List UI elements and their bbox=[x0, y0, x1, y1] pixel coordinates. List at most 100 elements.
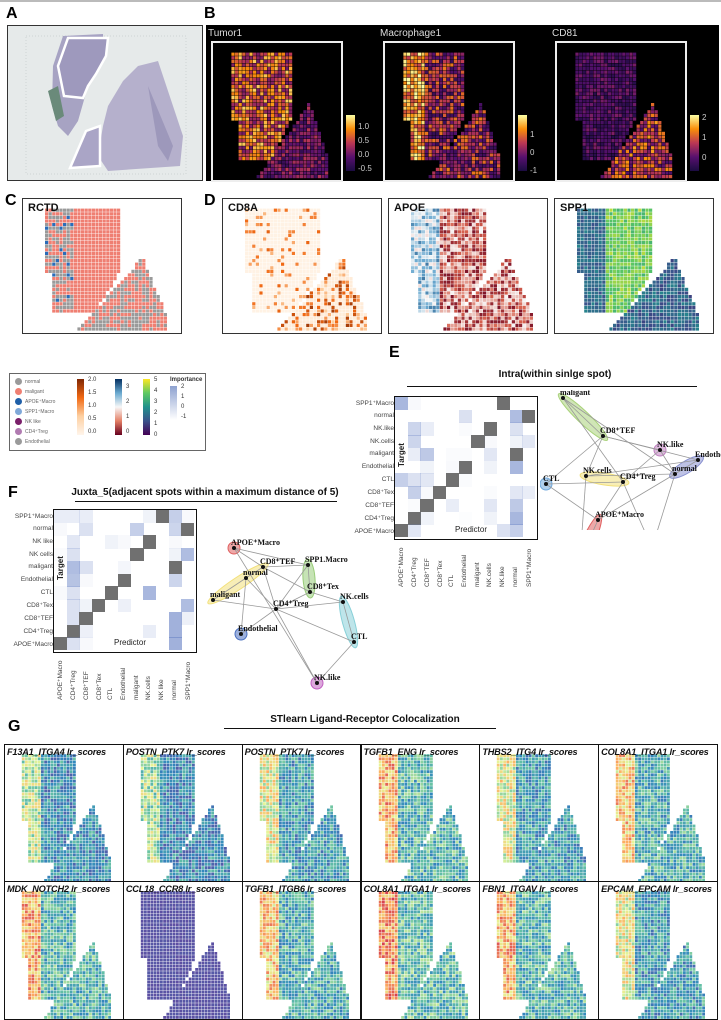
juxta-title: Juxta_5(adjacent spots within a maximum … bbox=[60, 487, 350, 498]
cd81-title: CD81 bbox=[552, 28, 578, 39]
heatmap-col-label: CD4⁺Treg bbox=[69, 670, 77, 700]
stlearn-title: STlearn Ligand-Receptor Colocalization bbox=[220, 714, 510, 725]
intra-network: maligantCD8⁺TEFNK.likeEndothelialnormalN… bbox=[540, 390, 721, 530]
legend-tick: 1 bbox=[154, 421, 157, 427]
network-edge bbox=[310, 592, 343, 602]
viridis-colorbar bbox=[143, 379, 150, 435]
heatmap-cell bbox=[79, 510, 92, 523]
heatmap-cell bbox=[484, 422, 497, 435]
lr-score-plot: EPCAM_EPCAM lr_scores bbox=[598, 881, 718, 1020]
heatmap-cell bbox=[446, 410, 459, 423]
heatmap-cell bbox=[522, 473, 535, 486]
heatmap-col-label: NK.cells bbox=[145, 676, 152, 700]
legend-tick: 0 bbox=[154, 432, 157, 438]
heatmap-row-label: CD4⁺Treg bbox=[23, 627, 53, 635]
heatmap-cell bbox=[446, 397, 459, 410]
heatmap-cell bbox=[79, 535, 92, 548]
heatmap-cell bbox=[156, 612, 169, 625]
cbar-tick: 1.0 bbox=[358, 122, 369, 131]
legend-tick: 0 bbox=[126, 429, 129, 435]
heatmap-cell bbox=[181, 574, 194, 587]
heatmap-cell bbox=[67, 548, 80, 561]
heatmap-cell bbox=[471, 435, 484, 448]
heatmap-cell bbox=[433, 410, 446, 423]
heatmap-cell bbox=[118, 625, 131, 638]
cd81-map: CD81 2 1 0 bbox=[550, 25, 719, 181]
heatmap-cell bbox=[169, 625, 182, 638]
legend-tick: 0.5 bbox=[88, 416, 96, 422]
heatmap-row-label: normal bbox=[33, 525, 53, 532]
spatial-spot-layer bbox=[362, 882, 479, 1019]
heatmap-col-label: APOE⁺Macro bbox=[397, 547, 405, 587]
lr-score-plot: F13A1_ITGA4 lr_scores bbox=[4, 744, 124, 883]
heatmap-cell bbox=[446, 499, 459, 512]
heatmap-cell bbox=[395, 473, 408, 486]
stlearn-title-underline bbox=[224, 728, 496, 729]
legend-item: normal bbox=[15, 378, 40, 385]
heatmap-cell bbox=[143, 510, 156, 523]
heatmap-cell bbox=[169, 535, 182, 548]
legend-tick: 5 bbox=[154, 377, 157, 383]
legend-tick: 4 bbox=[154, 388, 157, 394]
heatmap-cell bbox=[484, 410, 497, 423]
heatmap-cell bbox=[522, 422, 535, 435]
heatmap-cell bbox=[67, 535, 80, 548]
heatmap-col-label: NK like bbox=[158, 679, 165, 700]
heatmap-cell bbox=[92, 535, 105, 548]
heatmap-cell bbox=[420, 422, 433, 435]
heatmap-cell bbox=[118, 548, 131, 561]
heatmap-cell bbox=[433, 422, 446, 435]
heatmap-cell bbox=[92, 586, 105, 599]
cd81-colorbar bbox=[690, 115, 699, 171]
heatmap-cell bbox=[105, 586, 118, 599]
heatmap-cell bbox=[408, 435, 421, 448]
legend-label: Endothelial bbox=[25, 439, 50, 445]
heatmap-cell bbox=[510, 486, 523, 499]
heatmap-cell bbox=[105, 574, 118, 587]
heatmap-cell bbox=[471, 461, 484, 474]
heatmap-cell bbox=[143, 612, 156, 625]
heatmap-col-label: APOE⁺Macro bbox=[56, 660, 64, 700]
heatmap-row-label: CD8⁺Tex bbox=[26, 601, 53, 609]
legend-label: maligant bbox=[25, 389, 44, 395]
cbar-tick: 2 bbox=[702, 113, 706, 122]
cd8a-title: CD8A bbox=[228, 202, 258, 214]
heatmap-cell bbox=[79, 574, 92, 587]
panel-label-f: F bbox=[8, 484, 18, 502]
legend-dot-icon bbox=[15, 388, 22, 395]
heatmap-cell bbox=[420, 473, 433, 486]
lr-score-title: THBS2_ITG4 lr_scores bbox=[482, 747, 577, 757]
heatmap-cell bbox=[420, 512, 433, 525]
heatmap-cell bbox=[79, 523, 92, 536]
heatmap-cell bbox=[420, 448, 433, 461]
spatial-spot-layer bbox=[599, 882, 716, 1019]
heatmap-cell bbox=[118, 612, 131, 625]
heatmap-col-label: maligant bbox=[133, 675, 140, 700]
heatmap-cell bbox=[169, 548, 182, 561]
apoe-title: APOE bbox=[394, 202, 425, 214]
heatmap-cell bbox=[118, 586, 131, 599]
heatmap-cell bbox=[408, 473, 421, 486]
heatmap-cell bbox=[156, 637, 169, 650]
heatmap-col-label: CD8⁺TEF bbox=[82, 671, 90, 700]
heatmap-cell bbox=[433, 461, 446, 474]
heatmap-cell bbox=[181, 586, 194, 599]
cd8a-map: CD8A bbox=[222, 198, 382, 334]
lr-score-plot: POSTN_PTK7 lr_scores bbox=[123, 744, 243, 883]
heatmap-cell bbox=[484, 473, 497, 486]
heatmap-cell bbox=[169, 586, 182, 599]
heatmap-cell bbox=[118, 510, 131, 523]
heatmap-col-label: SPP1⁺Macro bbox=[184, 662, 192, 700]
heatmap-cell bbox=[169, 599, 182, 612]
heatmap-cell bbox=[459, 448, 472, 461]
heatmap-col-label: CD8⁺TEF bbox=[423, 558, 431, 587]
network-node-label: normal bbox=[243, 568, 269, 577]
macrophage1-title: Macrophage1 bbox=[380, 28, 441, 39]
heatmap-cell bbox=[67, 586, 80, 599]
heatmap-cell bbox=[420, 524, 433, 537]
heatmap-cell bbox=[130, 625, 143, 638]
heatmap-cell bbox=[105, 548, 118, 561]
legend-dot-icon bbox=[15, 438, 22, 445]
heatmap-cell bbox=[408, 486, 421, 499]
lr-score-plot: POSTN_PTK7 lr_scores bbox=[242, 744, 362, 883]
